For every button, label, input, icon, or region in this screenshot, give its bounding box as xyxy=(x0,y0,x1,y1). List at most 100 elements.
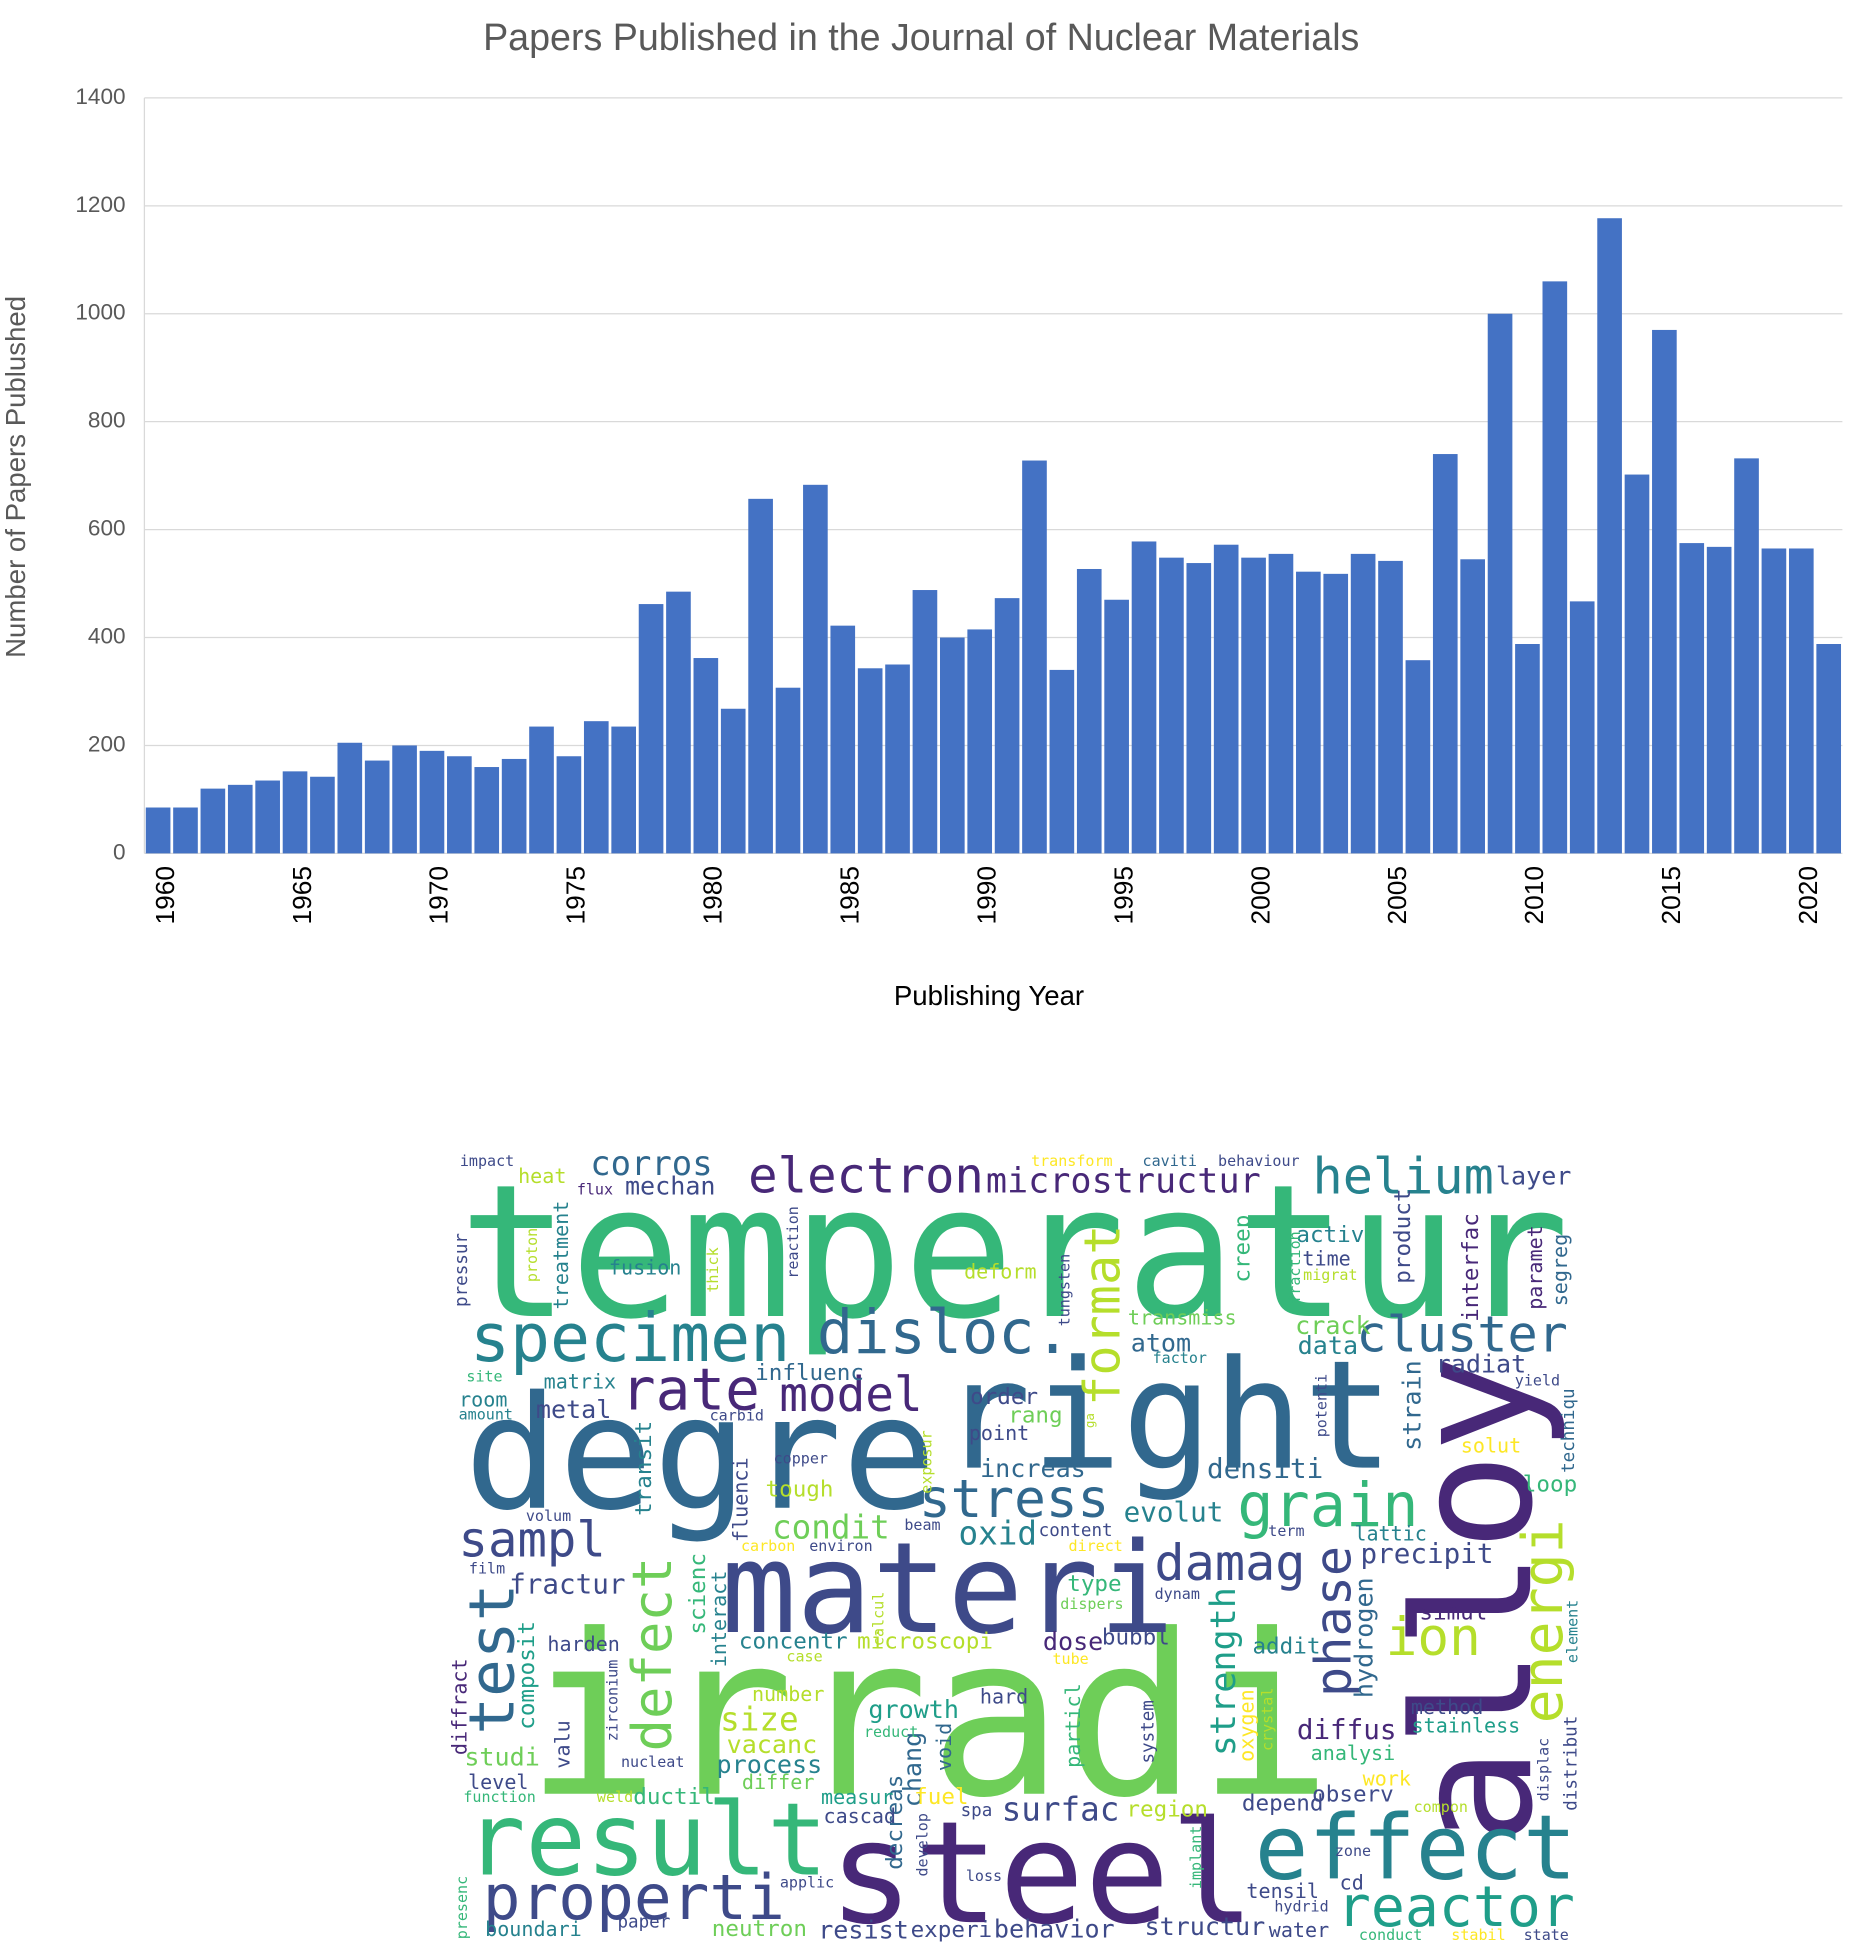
word: method xyxy=(1411,1695,1483,1719)
bar xyxy=(1460,559,1485,854)
bar xyxy=(1159,557,1184,854)
word: resist xyxy=(818,1916,909,1945)
bar xyxy=(1597,218,1622,854)
word: strength xyxy=(1203,1587,1244,1756)
word: transit xyxy=(631,1421,657,1516)
word: case xyxy=(786,1648,822,1666)
bar xyxy=(1405,660,1431,854)
word: transform xyxy=(1031,1152,1113,1170)
word: stabil xyxy=(1451,1926,1505,1944)
bar xyxy=(830,625,856,854)
word: corros xyxy=(590,1144,712,1183)
word: increas xyxy=(980,1454,1086,1483)
word: proton xyxy=(523,1228,541,1282)
bar xyxy=(1652,329,1677,854)
bar xyxy=(1241,557,1266,854)
word: room xyxy=(459,1387,507,1411)
word: layer xyxy=(1496,1161,1572,1190)
word: spa xyxy=(961,1801,993,1821)
word: crack xyxy=(1295,1311,1370,1340)
word: displac xyxy=(1535,1738,1553,1801)
word: interfac xyxy=(1458,1213,1484,1322)
word: alloy xyxy=(1380,1355,1569,1846)
word: type xyxy=(1067,1571,1121,1597)
x-tick-label: 1985 xyxy=(835,866,865,925)
word: measur xyxy=(821,1785,893,1809)
word: pressur xyxy=(452,1233,472,1307)
word: interact xyxy=(707,1571,731,1668)
x-tick-label: 1975 xyxy=(561,866,591,925)
word: atom xyxy=(1131,1328,1191,1357)
word: densiti xyxy=(1207,1452,1323,1485)
word: data xyxy=(1298,1331,1358,1360)
chart-title: Papers Published in the Journal of Nucle… xyxy=(483,16,1359,58)
bar xyxy=(1049,669,1075,854)
bar xyxy=(638,604,664,854)
word: content xyxy=(1039,1521,1113,1541)
word: oxygen xyxy=(1234,1689,1258,1761)
bar xyxy=(1432,454,1458,854)
word: beam xyxy=(904,1516,940,1534)
word: flux xyxy=(577,1181,613,1199)
word: tough xyxy=(766,1477,834,1503)
x-tick-label: 2020 xyxy=(1793,866,1823,925)
word: thick xyxy=(704,1247,722,1292)
word: state xyxy=(1524,1926,1569,1944)
bar xyxy=(1323,573,1349,854)
y-tick-label: 800 xyxy=(88,408,126,433)
bar xyxy=(255,780,280,854)
x-tick-label: 1990 xyxy=(971,866,1001,925)
bar xyxy=(1788,548,1814,854)
bar xyxy=(939,637,965,854)
word: result xyxy=(465,1781,828,1898)
word: factor xyxy=(1153,1349,1207,1367)
word: reduct xyxy=(864,1723,918,1741)
bar xyxy=(1487,313,1513,854)
word: format xyxy=(1072,1225,1131,1406)
word: electron xyxy=(748,1147,984,1204)
word: deform xyxy=(964,1259,1036,1283)
bar xyxy=(1022,460,1047,854)
word: migrat xyxy=(1303,1266,1357,1284)
bar xyxy=(282,771,308,854)
word: defect xyxy=(621,1557,684,1752)
word: element xyxy=(1564,1600,1582,1663)
word: point xyxy=(969,1421,1029,1445)
word: solut xyxy=(1461,1434,1521,1458)
bar xyxy=(693,658,719,854)
bar xyxy=(583,721,609,854)
bar xyxy=(392,745,417,854)
word: fractur xyxy=(509,1567,625,1600)
word: paramet xyxy=(1523,1225,1547,1310)
bar xyxy=(1624,474,1650,854)
word: evolut xyxy=(1124,1496,1224,1529)
y-tick-label: 1400 xyxy=(75,84,125,109)
word: influenc xyxy=(755,1360,864,1386)
bar xyxy=(1569,601,1595,854)
word: stainless xyxy=(1412,1714,1521,1738)
word: dispers xyxy=(1060,1595,1123,1613)
bar xyxy=(1679,543,1705,854)
word: growth xyxy=(868,1695,959,1724)
word: applic xyxy=(780,1873,834,1891)
word: transmiss xyxy=(1128,1306,1237,1330)
bar xyxy=(1515,644,1540,854)
bar xyxy=(912,590,938,854)
word: differ xyxy=(742,1770,814,1794)
bar xyxy=(337,742,363,854)
word: level xyxy=(468,1770,528,1794)
word: void xyxy=(932,1723,956,1771)
bar xyxy=(1076,568,1102,854)
word: copper xyxy=(774,1449,828,1467)
word: loop xyxy=(1523,1472,1577,1498)
word: metal xyxy=(536,1395,612,1424)
bar xyxy=(1268,553,1294,854)
word: caviti xyxy=(1143,1152,1197,1170)
word: analysi xyxy=(1311,1741,1396,1765)
word: function xyxy=(463,1788,535,1806)
word: crystal xyxy=(1259,1688,1277,1751)
x-tick-label: 2005 xyxy=(1382,866,1412,925)
x-tick-label: 2010 xyxy=(1519,866,1549,925)
word: hydrogen xyxy=(1350,1577,1379,1698)
bar xyxy=(1186,563,1212,854)
